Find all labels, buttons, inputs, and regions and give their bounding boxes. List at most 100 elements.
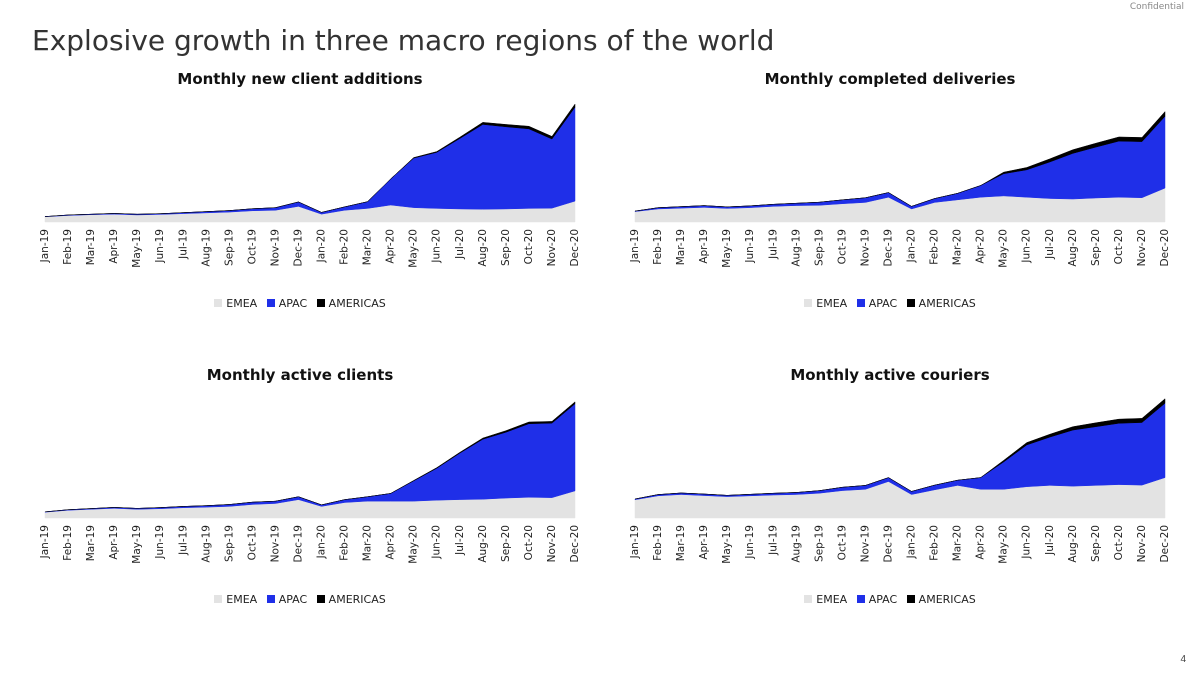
chart-title: Monthly active couriers <box>790 366 990 384</box>
area-series-apac <box>44 403 576 513</box>
legend-item-apac: APAC <box>856 297 897 310</box>
area-series-americas <box>634 110 1166 212</box>
legend-item-americas: AMERICAS <box>906 593 976 606</box>
legend-item-emea: EMEA <box>804 297 847 310</box>
chart-active-couriers: Monthly active couriers Jan-19 Feb-19 Mar-… <box>610 366 1170 618</box>
x-tick-label: Sep-19 <box>223 229 235 266</box>
x-tick-label: Mar-19 <box>675 525 687 561</box>
chart-legend: EMEA APAC AMERICAS <box>610 593 1170 606</box>
x-tick-label: Dec-20 <box>569 229 580 266</box>
x-tick-label: Jul-20 <box>454 229 466 260</box>
x-tick-label: Apr-19 <box>108 525 120 560</box>
x-tick-label: Nov-20 <box>546 525 558 562</box>
legend-item-emea: EMEA <box>214 297 257 310</box>
x-tick-label: Mar-20 <box>362 525 374 561</box>
legend-item-americas: AMERICAS <box>316 297 386 310</box>
area-series-apac <box>634 402 1166 501</box>
x-tick-label: Nov-19 <box>269 525 281 562</box>
x-tick-label: Jun-20 <box>1021 525 1033 560</box>
x-tick-label: Oct-20 <box>523 525 535 560</box>
x-tick-label: Jan-20 <box>906 525 918 559</box>
x-tick-label: Feb-19 <box>652 229 664 265</box>
chart-legend: EMEA APAC AMERICAS <box>20 593 580 606</box>
x-tick-label: Dec-19 <box>882 525 894 562</box>
chart-title: Monthly completed deliveries <box>764 70 1016 88</box>
x-tick-label: Nov-19 <box>859 525 871 562</box>
x-tick-label: Apr-20 <box>385 525 397 560</box>
x-tick-label: Dec-19 <box>882 229 894 266</box>
x-tick-label: Apr-19 <box>698 229 710 264</box>
x-tick-label: Apr-20 <box>975 525 987 560</box>
x-tick-label: Aug-20 <box>1067 229 1079 267</box>
x-tick-label: Aug-19 <box>790 525 802 563</box>
x-tick-label: Feb-20 <box>339 229 351 265</box>
x-tick-label: May-20 <box>408 229 420 268</box>
x-tick-label: Jul-20 <box>454 525 466 556</box>
page-number: 4 <box>1180 654 1186 665</box>
chart-title: Monthly active clients <box>206 366 394 384</box>
x-tick-label: Oct-19 <box>836 229 848 264</box>
x-tick-label: Dec-19 <box>292 229 304 266</box>
x-tick-label: May-19 <box>131 229 143 268</box>
legend-item-americas: AMERICAS <box>906 297 976 310</box>
x-tick-label: Sep-20 <box>500 525 512 562</box>
x-tick-label: Aug-19 <box>790 229 802 267</box>
chart-plot: Jan-19 Feb-19 Mar-19 Apr-19 May-19 Jun-19 Jul-… <box>629 110 1170 268</box>
confidential-label: Confidential <box>1129 2 1184 12</box>
x-tick-label: Dec-19 <box>292 525 304 562</box>
x-tick-label: Jun-20 <box>431 229 443 264</box>
legend-item-emea: EMEA <box>804 593 847 606</box>
x-tick-label: Nov-19 <box>269 229 281 266</box>
x-tick-label: Sep-19 <box>223 525 235 562</box>
chart-new-client-additions: Monthly new client additions Jan-19 Feb-1… <box>20 70 580 322</box>
chart-plot: Jan-19 Feb-19 Mar-19 Apr-19 May-19 Jun-19 Jul-… <box>629 398 1170 564</box>
x-tick-label: Jul-20 <box>1044 229 1056 260</box>
x-tick-label: Mar-20 <box>952 525 964 561</box>
x-tick-label: Jun-20 <box>431 525 443 560</box>
legend-item-americas: AMERICAS <box>316 593 386 606</box>
x-tick-label: Aug-19 <box>200 229 212 267</box>
x-tick-label: Nov-20 <box>1136 229 1148 266</box>
x-tick-label: Oct-19 <box>246 229 258 264</box>
x-tick-label: Sep-19 <box>813 525 825 562</box>
area-series-americas <box>44 103 576 217</box>
chart-active-clients: Monthly active clients Jan-19 Feb-19 Mar-1… <box>20 366 580 618</box>
legend-item-apac: APAC <box>856 593 897 606</box>
x-tick-label: Mar-19 <box>85 229 97 265</box>
x-tick-label: May-19 <box>721 525 733 564</box>
x-tick-label: Aug-20 <box>477 229 489 267</box>
x-tick-label: Aug-20 <box>1067 525 1079 563</box>
x-tick-label: Nov-20 <box>546 229 558 266</box>
x-tick-label: Mar-19 <box>675 229 687 265</box>
x-tick-label: Dec-20 <box>569 525 580 562</box>
x-tick-label: May-19 <box>131 525 143 564</box>
x-tick-label: Feb-19 <box>62 525 74 561</box>
x-tick-label: Apr-20 <box>385 229 397 264</box>
x-tick-label: Feb-20 <box>929 229 941 265</box>
x-tick-label: Jun-19 <box>154 229 166 264</box>
area-series-apac <box>634 115 1166 212</box>
x-tick-label: Oct-20 <box>523 229 535 264</box>
x-tick-label: Jul-20 <box>1044 525 1056 556</box>
x-tick-label: Apr-19 <box>108 229 120 264</box>
x-tick-label: Feb-19 <box>652 525 664 561</box>
x-tick-label: Mar-19 <box>85 525 97 561</box>
x-tick-label: Jul-19 <box>767 525 779 556</box>
x-tick-label: Jan-20 <box>316 229 328 263</box>
x-tick-label: Jan-19 <box>39 525 51 559</box>
x-tick-label: Mar-20 <box>952 229 964 265</box>
x-tick-label: Nov-19 <box>859 229 871 266</box>
x-tick-label: Oct-20 <box>1113 229 1125 264</box>
x-tick-label: Oct-19 <box>246 525 258 560</box>
legend-item-apac: APAC <box>266 593 307 606</box>
x-tick-label: Jul-19 <box>767 229 779 260</box>
x-tick-label: Jan-19 <box>39 229 51 263</box>
x-tick-label: Jul-19 <box>177 525 189 556</box>
chart-legend: EMEA APAC AMERICAS <box>610 297 1170 310</box>
legend-item-apac: APAC <box>266 297 307 310</box>
x-tick-label: Jul-19 <box>177 229 189 260</box>
legend-item-emea: EMEA <box>214 593 257 606</box>
x-tick-label: Sep-20 <box>500 229 512 266</box>
x-tick-label: Jan-19 <box>629 525 641 559</box>
x-tick-label: Nov-20 <box>1136 525 1148 562</box>
